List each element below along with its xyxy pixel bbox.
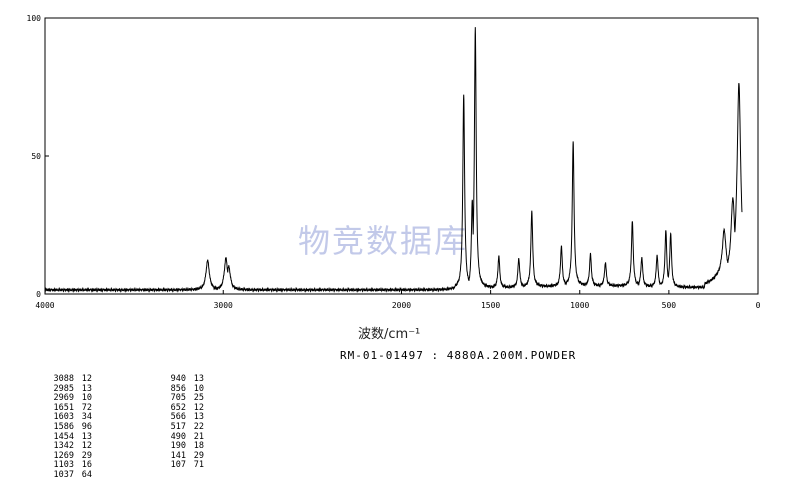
x-tick-label: 4000 — [35, 301, 54, 310]
peak-wavenumber: 1454 — [53, 431, 74, 442]
peak-intensity: 21 — [193, 431, 204, 442]
peak-intensity: 18 — [193, 441, 204, 452]
peak-wavenumber: 1603 — [53, 412, 74, 423]
peak-intensity: 13 — [81, 431, 92, 442]
peak-wavenumber: 1342 — [53, 441, 74, 452]
x-tick-label: 500 — [662, 301, 677, 310]
peak-intensity: 12 — [81, 441, 92, 452]
peak-intensity: 12 — [81, 374, 92, 384]
x-tick-label: 0 — [756, 301, 761, 310]
peak-wavenumber: 141 — [170, 450, 186, 461]
x-axis: 4000 3000 2000 1500 1000 500 0 — [35, 290, 761, 310]
peak-wavenumber: 190 — [170, 441, 186, 452]
peak-intensity: 29 — [81, 450, 92, 461]
peak-wavenumber: 490 — [170, 431, 186, 442]
y-tick-label: 0 — [36, 290, 41, 299]
peak-wavenumber: 1037 — [53, 469, 74, 480]
y-tick-label: 100 — [27, 14, 42, 23]
peak-wavenumber-column: 940 856 705 652 566 517 490 190 141 107 — [156, 374, 186, 471]
peak-wavenumber: 517 — [170, 421, 186, 432]
peak-intensity: 96 — [81, 421, 92, 432]
peak-intensity: 13 — [193, 412, 204, 423]
peak-intensity: 64 — [81, 469, 92, 480]
peak-wavenumber: 1651 — [53, 402, 74, 413]
peak-intensity: 25 — [193, 393, 204, 404]
spectrum-line — [44, 27, 743, 294]
peak-wavenumber: 652 — [170, 402, 186, 413]
peak-intensity: 34 — [81, 412, 92, 423]
x-axis-label: 波数/cm⁻¹ — [358, 327, 420, 342]
y-axis: 100 50 0 — [27, 14, 49, 299]
x-tick-label: 3000 — [214, 301, 233, 310]
peak-intensity: 22 — [193, 421, 204, 432]
peak-wavenumber: 1269 — [53, 450, 74, 461]
peak-intensity-column: 12 13 10 72 34 96 13 12 29 16 64 — [72, 374, 92, 481]
peak-intensity: 13 — [81, 383, 92, 394]
x-tick-label: 2000 — [392, 301, 411, 310]
peak-intensity-column: 13 10 25 12 13 22 21 18 29 71 — [184, 374, 204, 471]
peak-wavenumber: 566 — [170, 412, 186, 423]
peak-wavenumber: 2969 — [53, 393, 74, 404]
peak-wavenumber: 856 — [170, 383, 186, 394]
peak-intensity: 16 — [81, 460, 92, 471]
watermark: 物竞数据库 — [298, 222, 468, 260]
sample-label: RM-01-01497 : 4880A.200M.POWDER — [340, 349, 576, 362]
peak-intensity: 10 — [193, 383, 204, 394]
x-tick-label: 1000 — [570, 301, 589, 310]
peak-intensity: 29 — [193, 450, 204, 461]
peak-wavenumber-column: 3088 2985 2969 1651 1603 1586 1454 1342 1269 1103… — [44, 374, 74, 481]
y-tick-label: 50 — [31, 152, 41, 161]
peak-intensity: 12 — [193, 402, 204, 413]
peak-wavenumber: 2985 — [53, 383, 74, 394]
peak-wavenumber: 940 — [170, 374, 186, 384]
peak-wavenumber: 1586 — [53, 421, 74, 432]
peak-intensity: 72 — [81, 402, 92, 413]
x-tick-label: 1500 — [481, 301, 500, 310]
peak-intensity: 10 — [81, 393, 92, 404]
peak-wavenumber: 3088 — [53, 374, 74, 384]
peak-intensity: 13 — [193, 374, 204, 384]
peak-intensity: 71 — [193, 460, 204, 471]
peak-wavenumber: 705 — [170, 393, 186, 404]
peak-wavenumber: 1103 — [53, 460, 74, 471]
peak-wavenumber: 107 — [170, 460, 186, 471]
